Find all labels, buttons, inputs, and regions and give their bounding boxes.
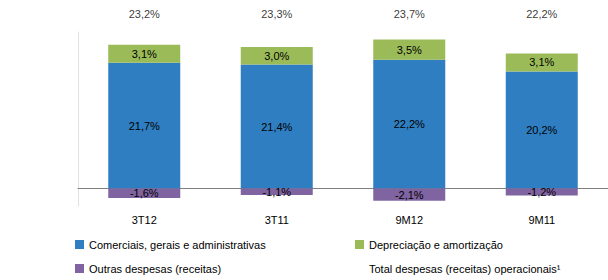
svg-text:Outras despesas (receitas): Outras despesas (receitas)	[89, 263, 221, 275]
svg-text:23,3%: 23,3%	[261, 8, 292, 20]
svg-text:22,2%: 22,2%	[526, 8, 557, 20]
svg-text:Comerciais, gerais e administr: Comerciais, gerais e administrativas	[89, 239, 266, 251]
svg-text:-1,6%: -1,6%	[130, 187, 159, 199]
svg-text:3T12: 3T12	[132, 214, 157, 226]
svg-text:20,2%: 20,2%	[526, 124, 557, 136]
svg-text:23,2%: 23,2%	[129, 8, 160, 20]
svg-text:3,1%: 3,1%	[132, 48, 157, 60]
svg-text:3,0%: 3,0%	[264, 50, 289, 62]
svg-text:-2,1%: -2,1%	[395, 189, 424, 201]
svg-text:9M11: 9M11	[528, 214, 555, 226]
svg-text:21,4%: 21,4%	[261, 121, 292, 133]
svg-text:3,5%: 3,5%	[397, 44, 422, 56]
svg-text:-1,2%: -1,2%	[527, 186, 556, 198]
svg-text:23,7%: 23,7%	[394, 8, 425, 20]
svg-text:Depreciação e amortização: Depreciação e amortização	[369, 239, 503, 251]
svg-text:3T11: 3T11	[265, 214, 289, 226]
svg-text:3,1%: 3,1%	[529, 56, 554, 68]
svg-text:21,7%: 21,7%	[129, 120, 160, 132]
svg-text:Total despesas (receitas) oper: Total despesas (receitas) operacionais¹	[369, 263, 561, 275]
svg-text:22,2%: 22,2%	[394, 118, 425, 130]
svg-text:9M12: 9M12	[395, 214, 423, 226]
svg-text:-1,1%: -1,1%	[262, 186, 291, 198]
